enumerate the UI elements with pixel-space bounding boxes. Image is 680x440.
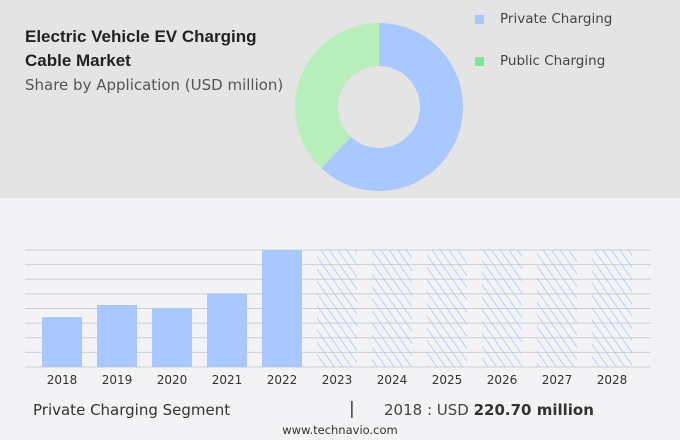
bar-2019 <box>97 304 137 367</box>
x-tick-label: 2023 <box>322 373 353 387</box>
x-tick-label: 2018 <box>47 373 78 387</box>
x-tick-label: 2020 <box>157 373 188 387</box>
year-label: 2018 : USD <box>384 401 469 419</box>
bar-2018 <box>42 317 82 367</box>
forecast-bar-2024 <box>372 250 412 367</box>
bar-2021 <box>207 293 247 367</box>
x-tick-label: 2026 <box>487 373 518 387</box>
forecast-bar-2026 <box>482 250 522 367</box>
forecast-bar-2025 <box>427 250 467 367</box>
separator: | <box>349 399 355 419</box>
chart-title: Electric Vehicle EV Charging Cable Marke… <box>25 27 257 70</box>
forecast-bar-2023 <box>317 250 357 367</box>
legend-item-private: Private Charging <box>475 11 612 27</box>
legend-item-public: Public Charging <box>475 53 605 69</box>
segment-label: Private Charging Segment <box>33 401 231 419</box>
donut-slice-private-charging <box>321 23 464 191</box>
segment-value: 2018 : USD 220.70 million <box>384 401 594 419</box>
x-tick-label: 2024 <box>377 373 408 387</box>
legend-label: Public Charging <box>500 53 606 69</box>
donut-slice-public-charging <box>295 22 379 169</box>
x-tick-label: 2022 <box>267 373 298 387</box>
legend-swatch <box>475 56 484 66</box>
forecast-bar-2028 <box>592 250 632 367</box>
x-tick-label: 2028 <box>597 373 628 387</box>
forecast-bar-2027 <box>537 250 577 367</box>
x-tick-label: 2021 <box>212 373 243 387</box>
bar-2022 <box>262 250 302 367</box>
legend-swatch <box>475 14 484 24</box>
x-tick-label: 2027 <box>542 373 573 387</box>
x-tick-label: 2019 <box>102 373 133 387</box>
bar-2020 <box>152 308 192 367</box>
chart-subtitle: Share by Application (USD million) <box>25 76 284 94</box>
value-text: 220.70 million <box>473 401 594 419</box>
legend-label: Private Charging <box>500 11 613 27</box>
source-url: www.technavio.com <box>282 423 398 437</box>
x-tick-label: 2025 <box>432 373 463 387</box>
